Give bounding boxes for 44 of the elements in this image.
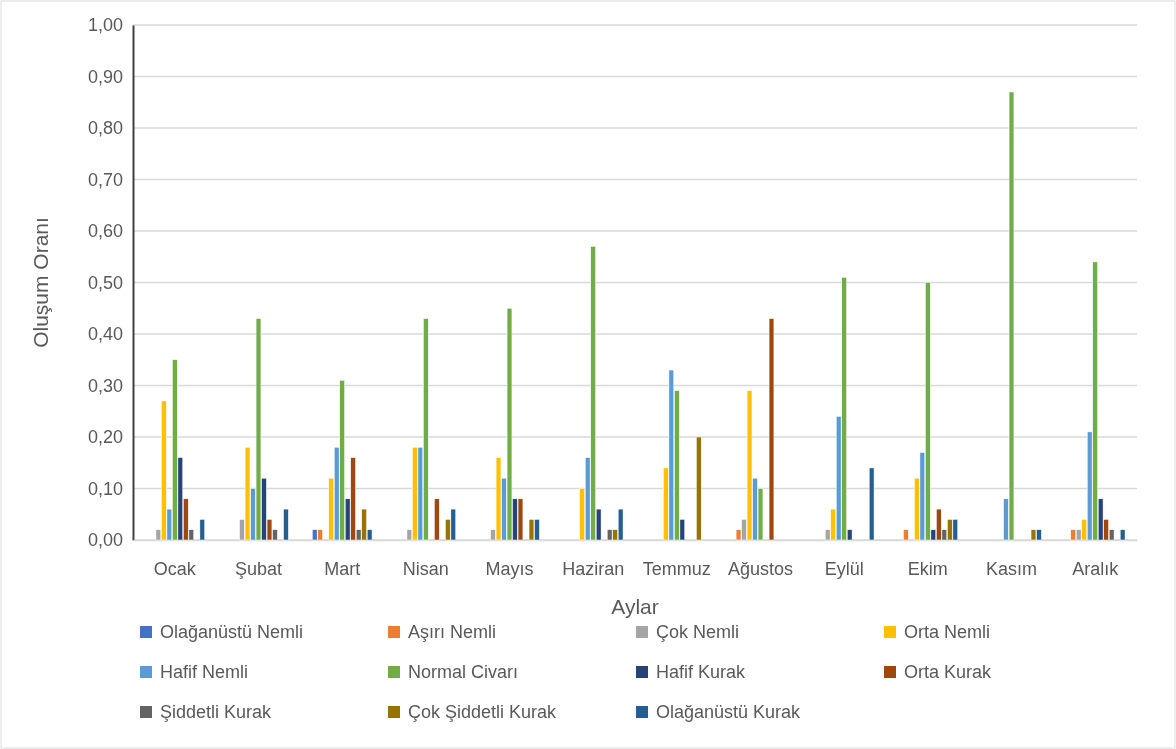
bar	[696, 436, 702, 541]
x-tick-label: Nisan	[402, 558, 449, 579]
y-tick-label: 0,50	[87, 272, 123, 293]
y-tick-label: 0,60	[87, 221, 123, 242]
legend-label: Olağanüstü Kurak	[656, 702, 802, 723]
bar	[199, 519, 205, 541]
bar	[868, 467, 875, 541]
x-tick-label: Temmuz	[642, 558, 711, 579]
y-tick-label: 0,00	[87, 530, 123, 551]
x-tick-label: Ağustos	[727, 558, 794, 579]
bar	[903, 529, 909, 541]
x-axis-title: Aylar	[611, 595, 659, 618]
legend-label: Orta Kurak	[904, 662, 993, 683]
legend-label: Hafif Nemli	[160, 662, 249, 683]
bar	[768, 318, 775, 541]
y-tick-label: 1,00	[87, 15, 123, 36]
y-tick-label: 0,90	[87, 66, 123, 87]
legend-label: Hafif Kurak	[656, 662, 747, 683]
x-tick-label: Kasım	[985, 558, 1038, 579]
x-tick-label: Ocak	[153, 558, 197, 579]
y-tick-label: 0,80	[87, 118, 123, 139]
legend-label: Çok Nemli	[656, 622, 740, 643]
x-tick-label: Aralık	[1072, 558, 1120, 579]
x-tick-label: Mayıs	[485, 558, 534, 579]
bar	[1119, 529, 1126, 541]
y-tick-label: 0,30	[87, 375, 123, 396]
bar	[283, 508, 289, 541]
legend-label: Olağanüstü Nemli	[160, 622, 304, 643]
legend-label: Çok Şiddetli Kurak	[408, 702, 558, 723]
y-tick-label: 0,40	[87, 324, 123, 345]
legend-label: Normal Civarı	[408, 662, 519, 683]
legend-label: Aşırı Nemli	[408, 622, 497, 643]
legend-label: Şiddetli Kurak	[160, 702, 273, 723]
x-tick-label: Eylül	[824, 558, 864, 579]
y-tick-label: 0,20	[87, 427, 123, 448]
x-tick-label: Ekim	[907, 558, 948, 579]
y-tick-label: 0,10	[87, 478, 123, 499]
bar	[434, 498, 440, 541]
x-tick-label: Haziran	[562, 558, 625, 579]
x-tick-label: Mart	[324, 558, 361, 579]
x-tick-label: Şubat	[234, 558, 283, 579]
y-tick-label: 0,70	[87, 169, 123, 190]
legend-label: Orta Nemli	[904, 622, 991, 643]
y-axis-title: Oluşum Oranı	[29, 217, 52, 348]
